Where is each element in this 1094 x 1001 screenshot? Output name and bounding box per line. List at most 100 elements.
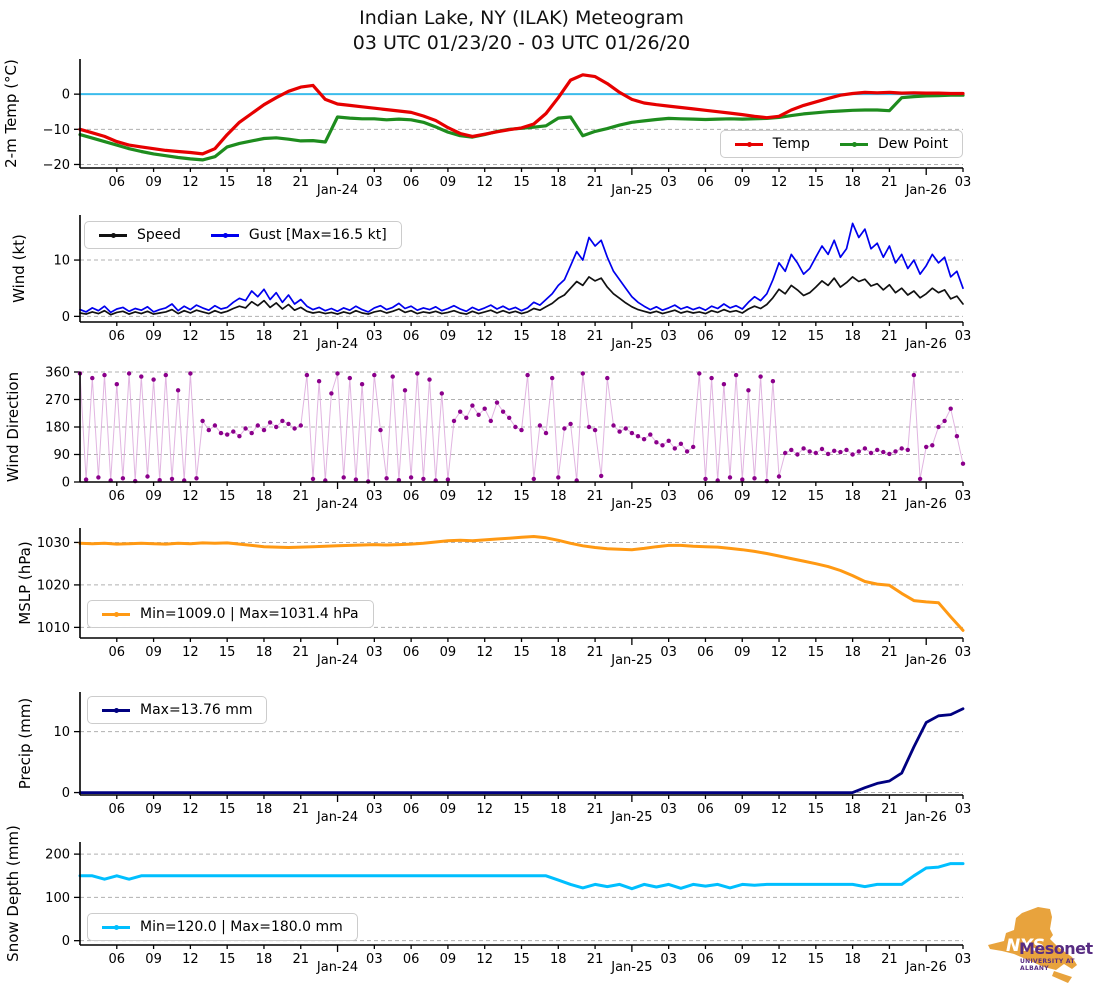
winddir-point bbox=[458, 409, 463, 414]
x-tick-label: 12 bbox=[182, 645, 199, 660]
temp-line-swatch bbox=[734, 141, 763, 147]
logo-university-text: UNIVERSITY AT ALBANY bbox=[1020, 958, 1075, 972]
x-tick-label: Jan-25 bbox=[610, 653, 652, 668]
legend-wind: Speed Gust [Max=16.5 kt] bbox=[84, 221, 402, 249]
winddir-point bbox=[660, 443, 665, 448]
winddir-point bbox=[402, 388, 408, 393]
winddir-point bbox=[280, 418, 285, 424]
legend-label: Gust [Max=16.5 kt] bbox=[248, 227, 387, 243]
x-tick-label: 12 bbox=[476, 952, 493, 967]
x-tick-label: 06 bbox=[403, 645, 420, 660]
winddir-point bbox=[359, 382, 365, 387]
x-tick-label: Jan-24 bbox=[316, 497, 358, 512]
x-tick-label: 09 bbox=[145, 802, 162, 817]
x-tick-label: Jan-26 bbox=[905, 960, 947, 975]
winddir-point bbox=[439, 391, 444, 396]
winddir-point bbox=[507, 415, 512, 420]
winddir-point bbox=[353, 477, 359, 482]
snow-axis-label: Snow Depth (mm) bbox=[4, 825, 22, 962]
x-tick-label: 15 bbox=[219, 489, 236, 504]
x-tick-label: 15 bbox=[513, 489, 530, 504]
x-tick-label: 21 bbox=[587, 175, 604, 190]
winddir-point bbox=[525, 372, 530, 378]
x-tick-label: 06 bbox=[403, 952, 420, 967]
x-tick-label: 18 bbox=[844, 952, 861, 967]
winddir-point bbox=[917, 476, 923, 482]
winddir-point bbox=[341, 475, 346, 480]
x-tick-label: Jan-24 bbox=[316, 960, 358, 975]
gust-line bbox=[79, 222, 964, 314]
x-tick-label: 03 bbox=[955, 952, 972, 967]
winddir-point bbox=[770, 379, 776, 384]
winddir-point bbox=[586, 424, 592, 430]
winddir-point bbox=[267, 420, 273, 425]
x-tick-label: 18 bbox=[550, 645, 567, 660]
x-tick-label: 21 bbox=[881, 645, 898, 660]
x-tick-label: 03 bbox=[660, 489, 677, 504]
x-tick-label: 15 bbox=[219, 645, 236, 660]
winddir-point bbox=[733, 372, 739, 378]
x-tick-label: 12 bbox=[182, 802, 199, 817]
x-tick-label: 06 bbox=[109, 952, 126, 967]
x-tick-label: 03 bbox=[366, 802, 383, 817]
logo-nys-text: NYS bbox=[1006, 936, 1045, 956]
x-tick-label: 18 bbox=[550, 802, 567, 817]
winddir-point bbox=[654, 440, 659, 445]
winddir-point bbox=[672, 446, 677, 451]
winddir-point bbox=[697, 371, 702, 376]
winddir-point bbox=[90, 375, 95, 381]
winddir-point bbox=[83, 477, 89, 482]
winddir-point bbox=[629, 430, 635, 436]
x-tick-label: 06 bbox=[403, 175, 420, 190]
x-tick-label: 15 bbox=[808, 489, 825, 504]
logo-mesonet-text: Mesonet bbox=[1019, 939, 1093, 958]
winddir-point bbox=[451, 418, 457, 424]
x-tick-label: Jan-25 bbox=[610, 960, 652, 975]
x-tick-label: 21 bbox=[587, 802, 604, 817]
winddir-point bbox=[795, 452, 800, 457]
y-tick-label: 200 bbox=[45, 848, 70, 863]
winddir-point bbox=[746, 388, 751, 393]
x-tick-label: 21 bbox=[292, 175, 309, 190]
x-tick-label: Jan-26 bbox=[905, 183, 947, 198]
winddir-point bbox=[691, 444, 696, 450]
winddir-point bbox=[568, 421, 573, 427]
x-tick-label: 09 bbox=[734, 645, 751, 660]
x-tick-label: Jan-25 bbox=[610, 497, 652, 512]
x-tick-label: 15 bbox=[219, 329, 236, 344]
y-tick-label: 0 bbox=[62, 786, 70, 801]
y-tick-label: 360 bbox=[45, 366, 70, 381]
x-tick-label: 12 bbox=[182, 489, 199, 504]
winddir-point bbox=[537, 423, 543, 428]
x-tick-label: Jan-24 bbox=[316, 183, 358, 198]
x-tick-label: 06 bbox=[697, 645, 714, 660]
winddir-point bbox=[194, 476, 199, 481]
x-tick-label: 15 bbox=[219, 802, 236, 817]
winddir-point bbox=[298, 423, 303, 428]
x-tick-label: 09 bbox=[145, 645, 162, 660]
winddir-point bbox=[237, 434, 242, 439]
x-tick-label: 09 bbox=[440, 802, 457, 817]
winddir-point bbox=[807, 449, 812, 454]
winddir-point bbox=[163, 372, 168, 378]
panel-mslp: 1010 1020 1030 06 09 12 15 18 21 Jan-24 03 06 09 12 15… bbox=[16, 528, 971, 668]
winddir-point bbox=[862, 446, 868, 451]
winddir-point bbox=[905, 447, 910, 453]
x-tick-label: 03 bbox=[955, 175, 972, 190]
x-tick-label: 09 bbox=[440, 645, 457, 660]
x-tick-label: 12 bbox=[476, 329, 493, 344]
x-tick-label: 18 bbox=[844, 645, 861, 660]
winddir-point bbox=[930, 443, 935, 448]
winddir-point bbox=[139, 374, 144, 379]
legend-item-mslp: Min=1009.0 | Max=1031.4 hPa bbox=[102, 606, 359, 622]
x-tick-label: 21 bbox=[587, 645, 604, 660]
legend-label: Min=1009.0 | Max=1031.4 hPa bbox=[140, 606, 359, 622]
ny-state-silhouette bbox=[988, 907, 1077, 970]
winddir-point bbox=[218, 430, 224, 436]
x-tick-label: 09 bbox=[440, 489, 457, 504]
winddir-point bbox=[145, 474, 150, 479]
x-tick-label: 21 bbox=[292, 645, 309, 660]
x-tick-label: 21 bbox=[881, 952, 898, 967]
winddir-axis-label: Wind Direction bbox=[4, 372, 22, 482]
